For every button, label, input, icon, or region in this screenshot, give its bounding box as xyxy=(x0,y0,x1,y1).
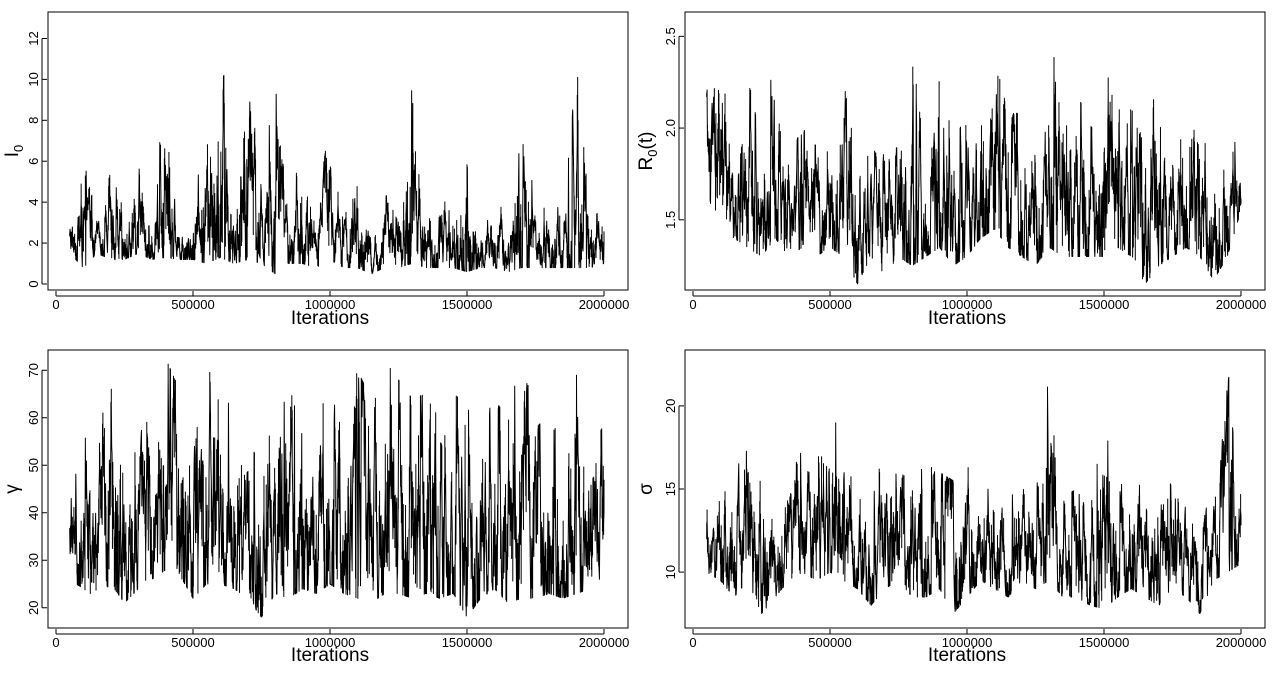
x-tick-label: 1500000 xyxy=(1079,635,1130,650)
y-axis-title: σ xyxy=(636,483,657,495)
trace-line xyxy=(69,363,605,618)
y-tick-label: 40 xyxy=(26,506,41,520)
y-tick-label: 0 xyxy=(26,280,41,287)
y-tick-label: 50 xyxy=(26,458,41,472)
x-tick-label: 500000 xyxy=(171,297,214,312)
x-tick-label: 0 xyxy=(689,297,696,312)
y-tick-label: 30 xyxy=(26,553,41,567)
y-tick-label: 20 xyxy=(26,601,41,615)
x-tick-label: 1000000 xyxy=(305,297,356,312)
y-tick-label: 2.0 xyxy=(663,119,678,137)
y-tick-label: 2 xyxy=(26,239,41,246)
x-tick-label: 2000000 xyxy=(579,635,630,650)
x-tick-label: 1500000 xyxy=(1079,297,1130,312)
x-tick-label: 2000000 xyxy=(1216,635,1267,650)
y-tick-label: 60 xyxy=(26,411,41,425)
x-axis-title: Iterations xyxy=(291,308,369,329)
x-tick-label: 0 xyxy=(52,297,59,312)
x-tick-label: 1000000 xyxy=(305,635,356,650)
y-axis-title: I0 xyxy=(2,145,26,158)
panel-top-left: 0 500000 1000000 1500000 2000000 0 2 4 6 8 10 12 Ite… xyxy=(2,11,630,329)
trace-line xyxy=(706,376,1242,615)
trace-line xyxy=(706,57,1242,285)
panel-top-right: 0 500000 1000000 1500000 2000000 1.5 2.0 2.5 Ite… xyxy=(636,11,1267,329)
x-tick-label: 1500000 xyxy=(442,635,493,650)
x-tick-label: 1500000 xyxy=(442,297,493,312)
x-tick-label: 500000 xyxy=(808,297,851,312)
y-tick-label: 10 xyxy=(26,72,41,86)
y-axis-title: R0(t) xyxy=(636,132,660,171)
x-tick-label: 2000000 xyxy=(579,297,630,312)
panel-bottom-right: 0 500000 1000000 1500000 2000000 10 15 20 Iterat… xyxy=(636,349,1267,666)
plot-frame xyxy=(47,11,629,291)
y-tick-label: 20 xyxy=(663,399,678,413)
y-axis-title: γ xyxy=(2,484,23,494)
x-tick-label: 2000000 xyxy=(1216,297,1267,312)
plot-frame xyxy=(47,349,629,629)
x-tick-label: 0 xyxy=(52,635,59,650)
y-tick-label: 2.5 xyxy=(663,27,678,45)
y-tick-label: 12 xyxy=(26,31,41,45)
y-tick-label: 4 xyxy=(26,199,41,206)
x-tick-label: 0 xyxy=(689,635,696,650)
x-tick-label: 1000000 xyxy=(942,635,993,650)
y-tick-label: 15 xyxy=(663,482,678,496)
panel-bottom-left: 0 500000 1000000 1500000 2000000 20 30 40 50 60 70… xyxy=(2,349,630,666)
y-tick-label: 70 xyxy=(26,363,41,377)
y-tick-label: 6 xyxy=(26,158,41,165)
y-tick-label: 10 xyxy=(663,565,678,579)
y-tick-label: 8 xyxy=(26,117,41,124)
plot-frame xyxy=(684,349,1266,629)
x-axis-title: Iterations xyxy=(928,308,1006,329)
x-tick-label: 500000 xyxy=(808,635,851,650)
x-axis-title: Iterations xyxy=(291,645,369,666)
x-axis-title: Iterations xyxy=(928,645,1006,666)
y-tick-label: 1.5 xyxy=(663,211,678,229)
x-tick-label: 1000000 xyxy=(942,297,993,312)
plot-frame xyxy=(684,11,1266,291)
trace-line xyxy=(69,75,605,275)
x-tick-label: 500000 xyxy=(171,635,214,650)
